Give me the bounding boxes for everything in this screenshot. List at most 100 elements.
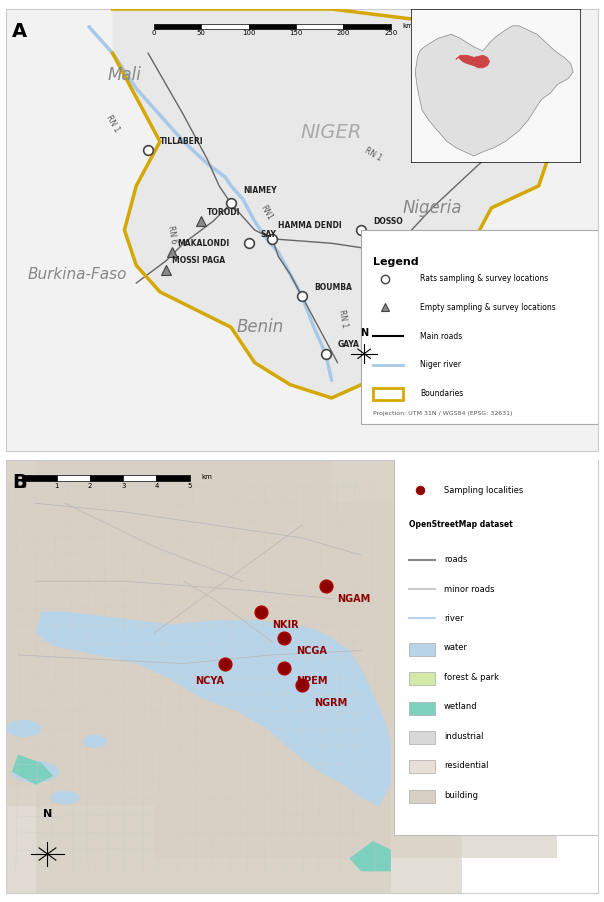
Text: NPEM: NPEM xyxy=(296,676,327,686)
Text: BOUMBA: BOUMBA xyxy=(314,283,352,292)
Text: HAMMA DENDI: HAMMA DENDI xyxy=(278,221,342,230)
Text: Main roads: Main roads xyxy=(420,332,463,341)
FancyBboxPatch shape xyxy=(0,382,284,686)
Text: 100: 100 xyxy=(242,31,255,36)
Text: RN1: RN1 xyxy=(259,203,274,222)
Text: Rats sampling & survey locations: Rats sampling & survey locations xyxy=(420,274,548,283)
Bar xyxy=(57,475,90,481)
Text: B: B xyxy=(12,473,27,492)
Bar xyxy=(156,475,190,481)
Text: 250: 250 xyxy=(384,31,397,36)
Bar xyxy=(408,672,435,686)
Polygon shape xyxy=(36,612,391,806)
FancyBboxPatch shape xyxy=(394,454,601,834)
Bar xyxy=(408,790,435,803)
Ellipse shape xyxy=(12,761,59,783)
FancyBboxPatch shape xyxy=(36,352,539,676)
Text: Niger river: Niger river xyxy=(420,360,461,369)
Text: Mali: Mali xyxy=(108,67,141,84)
Text: N: N xyxy=(360,328,368,338)
Text: MOSSI PAGA: MOSSI PAGA xyxy=(172,256,225,265)
Text: NCGA: NCGA xyxy=(296,646,327,656)
Text: RN 1: RN 1 xyxy=(363,146,383,163)
Polygon shape xyxy=(456,55,490,68)
Polygon shape xyxy=(415,26,573,156)
Text: industrial: industrial xyxy=(444,732,484,741)
Text: DOSSO: DOSSO xyxy=(373,216,403,226)
Text: 200: 200 xyxy=(337,31,350,36)
FancyBboxPatch shape xyxy=(36,686,462,902)
Text: wetland: wetland xyxy=(444,703,478,712)
FancyBboxPatch shape xyxy=(0,482,255,785)
Ellipse shape xyxy=(6,720,42,737)
Text: 3: 3 xyxy=(121,483,126,489)
Text: 50: 50 xyxy=(197,31,206,36)
Text: OpenStreetMap dataset: OpenStreetMap dataset xyxy=(408,520,512,529)
Bar xyxy=(408,702,435,714)
Text: NGRM: NGRM xyxy=(314,698,347,708)
Text: Sampling localities: Sampling localities xyxy=(444,486,523,495)
Text: Empty sampling & survey locations: Empty sampling & survey locations xyxy=(420,303,556,312)
Text: SAY: SAY xyxy=(260,230,277,239)
Bar xyxy=(154,23,201,29)
Text: river: river xyxy=(444,614,464,623)
Bar xyxy=(90,475,123,481)
Bar xyxy=(24,475,57,481)
Text: 0: 0 xyxy=(152,31,156,36)
Text: GAYA: GAYA xyxy=(338,340,359,349)
Bar xyxy=(201,23,249,29)
Text: building: building xyxy=(444,791,478,800)
FancyBboxPatch shape xyxy=(0,512,349,806)
Text: Burkina-Faso: Burkina-Faso xyxy=(27,267,127,281)
Text: NGAM: NGAM xyxy=(338,594,371,604)
Bar xyxy=(408,643,435,656)
Text: 2: 2 xyxy=(88,483,92,489)
Text: forest & park: forest & park xyxy=(444,673,499,682)
FancyBboxPatch shape xyxy=(112,426,556,720)
Text: RN 1: RN 1 xyxy=(338,308,350,328)
Text: TILLABERI: TILLABERI xyxy=(160,137,204,146)
Text: Legend: Legend xyxy=(373,256,419,266)
Polygon shape xyxy=(112,9,568,398)
Text: TORODI: TORODI xyxy=(207,207,241,216)
Text: 5: 5 xyxy=(187,483,191,489)
Text: 4: 4 xyxy=(154,483,159,489)
Text: NIGER: NIGER xyxy=(301,124,362,143)
Text: 0: 0 xyxy=(22,483,26,489)
FancyBboxPatch shape xyxy=(361,230,604,425)
Text: NCYA: NCYA xyxy=(196,676,225,686)
Text: 150: 150 xyxy=(289,31,303,36)
Bar xyxy=(408,760,435,774)
Bar xyxy=(296,23,344,29)
Bar xyxy=(249,23,296,29)
Ellipse shape xyxy=(51,791,80,805)
FancyBboxPatch shape xyxy=(154,503,556,785)
Bar xyxy=(408,731,435,744)
FancyBboxPatch shape xyxy=(154,573,556,859)
Text: Benin: Benin xyxy=(237,318,284,336)
Text: NIAMEY: NIAMEY xyxy=(243,186,277,195)
Text: water: water xyxy=(444,643,468,652)
Text: roads: roads xyxy=(444,555,467,564)
Ellipse shape xyxy=(83,735,107,748)
Text: N: N xyxy=(43,809,52,819)
FancyBboxPatch shape xyxy=(0,429,332,741)
Text: MAKALONDI: MAKALONDI xyxy=(178,239,230,248)
Text: Projection: UTM 31N / WGS84 (EPSG: 32631): Projection: UTM 31N / WGS84 (EPSG: 32631… xyxy=(373,410,512,416)
FancyBboxPatch shape xyxy=(0,642,391,902)
Text: 1: 1 xyxy=(55,483,59,489)
Text: NKIR: NKIR xyxy=(272,621,299,630)
Bar xyxy=(344,23,391,29)
Text: RN 6: RN 6 xyxy=(165,225,178,244)
Text: RN 1: RN 1 xyxy=(104,114,121,134)
Polygon shape xyxy=(349,841,391,871)
Polygon shape xyxy=(12,754,53,785)
Text: minor roads: minor roads xyxy=(444,584,495,594)
Text: A: A xyxy=(12,23,27,41)
Bar xyxy=(373,388,403,400)
Text: residential: residential xyxy=(444,761,489,770)
Bar xyxy=(6,460,391,893)
Bar xyxy=(123,475,156,481)
Text: km: km xyxy=(201,474,212,481)
Text: km: km xyxy=(403,23,414,29)
